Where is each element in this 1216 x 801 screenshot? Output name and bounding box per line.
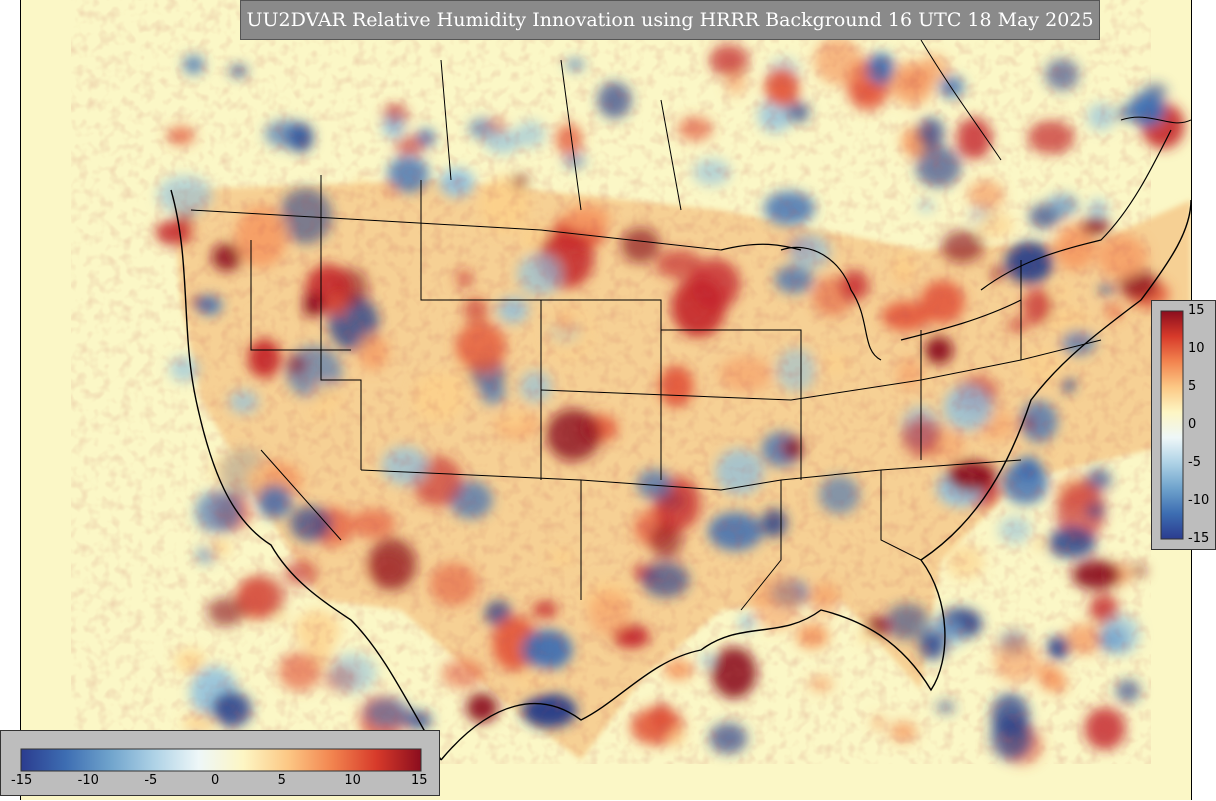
colorbar-h-tick: -10 xyxy=(77,773,99,788)
innovation-blob xyxy=(1081,216,1111,236)
innovation-blob xyxy=(936,701,955,713)
innovation-blob xyxy=(1089,594,1119,624)
colorbar-horizontal-gradient xyxy=(20,748,422,772)
colorbar-v-tick: 5 xyxy=(1188,379,1197,394)
innovation-blob xyxy=(1096,234,1148,279)
innovation-blob xyxy=(1062,378,1075,393)
colorbar-v-tick: 15 xyxy=(1188,303,1205,318)
colorbar-v-tick: -10 xyxy=(1188,493,1210,508)
colorbar-h-tick: -15 xyxy=(11,773,33,788)
innovation-blob xyxy=(1130,565,1147,577)
innovation-blob xyxy=(1086,501,1105,519)
innovation-blob xyxy=(183,711,216,735)
colorbar-h-tick: 15 xyxy=(411,773,428,788)
colorbar-vertical-gradient xyxy=(1160,310,1184,540)
colorbar-v-tick: -15 xyxy=(1188,531,1210,546)
colorbar-v-tick: -5 xyxy=(1188,455,1201,470)
colorbar-h-tick: 5 xyxy=(277,773,286,788)
innovation-blob xyxy=(1084,707,1126,751)
innovation-blob xyxy=(1106,304,1123,320)
innovation-blob xyxy=(889,721,918,743)
state-boundaries xyxy=(170,39,1191,761)
innovation-blob xyxy=(521,693,577,728)
colorbar-v-tick: 10 xyxy=(1188,341,1205,356)
innovation-blob xyxy=(1099,283,1113,295)
colorbar-vertical: -15 -10 -5 0 5 10 15 xyxy=(1151,300,1216,550)
innovation-blob xyxy=(1115,679,1141,703)
colorbar-h-tick: -5 xyxy=(144,773,158,788)
innovation-blob xyxy=(465,692,499,723)
colorbar-v-tick: 0 xyxy=(1188,417,1197,432)
innovation-blob xyxy=(1087,103,1115,131)
innovation-blob xyxy=(991,693,1030,738)
innovation-blob xyxy=(1128,93,1165,127)
innovation-blob xyxy=(668,727,685,747)
texture-overlay xyxy=(161,60,1061,700)
humidity-innovation-map xyxy=(21,0,1191,800)
innovation-blob xyxy=(364,697,412,729)
colorbar-h-tick: 10 xyxy=(344,773,361,788)
innovation-blob xyxy=(1055,481,1106,541)
innovation-blob xyxy=(1060,330,1096,356)
map-panel xyxy=(20,0,1192,800)
innovation-blob xyxy=(1088,199,1108,219)
innovation-blob xyxy=(1071,559,1121,590)
innovation-blob xyxy=(708,722,748,754)
innovation-blob xyxy=(872,716,885,730)
innovation-blob xyxy=(1064,623,1104,655)
innovation-blob xyxy=(1102,614,1140,655)
map-title: UU2DVAR Relative Humidity Innovation usi… xyxy=(240,0,1100,40)
colorbar-h-tick: 0 xyxy=(211,773,220,788)
innovation-blob xyxy=(1115,105,1132,121)
colorbar-horizontal: -15 -10 -5 0 5 10 15 xyxy=(0,730,440,796)
